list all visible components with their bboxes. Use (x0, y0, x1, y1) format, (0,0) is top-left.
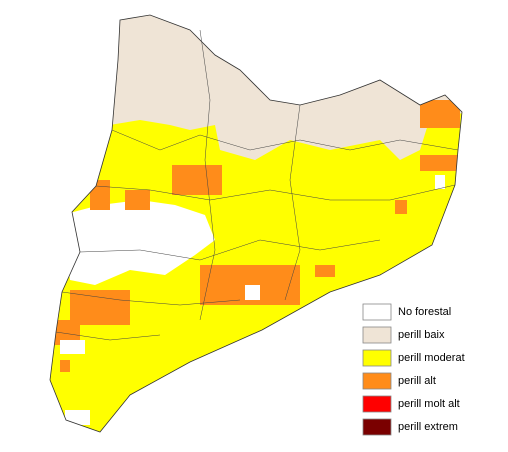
no-forest-patches (60, 175, 445, 425)
no-forest-area (62, 200, 215, 285)
legend-swatch (362, 326, 392, 344)
legend-swatch (362, 303, 392, 321)
legend-label: perill baix (398, 329, 445, 341)
legend-label: perill alt (398, 375, 436, 387)
high-area (55, 100, 460, 372)
legend-swatch (362, 372, 392, 390)
legend-swatch (362, 349, 392, 367)
legend-label: perill molt alt (398, 398, 460, 410)
legend-label: No forestal (398, 306, 451, 318)
legend-swatch (362, 418, 392, 436)
legend-label: perill moderat (398, 352, 465, 364)
legend-label: perill extrem (398, 421, 458, 433)
legend-swatch (362, 395, 392, 413)
district-borders (55, 29, 459, 341)
legend: No forestal perill baix perill moderat peri… (362, 303, 465, 436)
